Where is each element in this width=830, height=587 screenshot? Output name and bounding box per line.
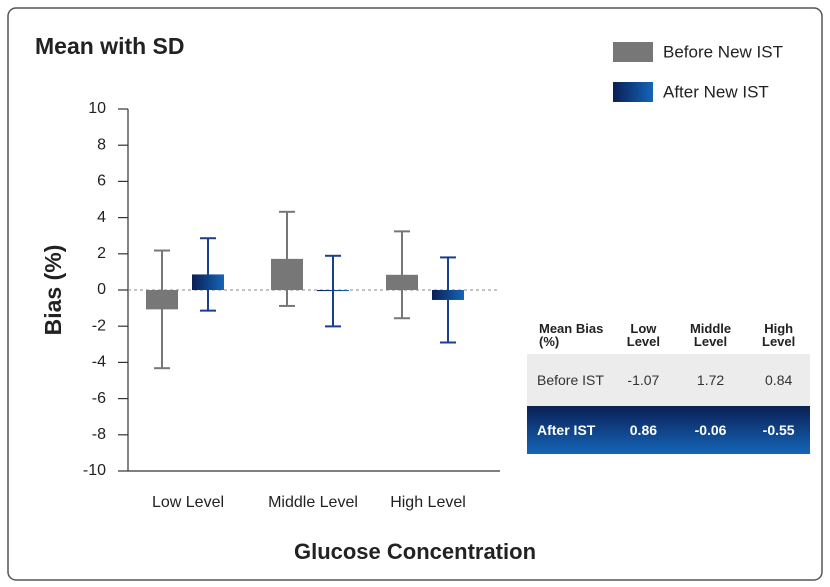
y-tick-label: 10 [88,100,106,117]
y-tick-label: 0 [97,281,106,298]
y-tick-label: -10 [83,462,106,479]
row-label: After IST [527,406,613,454]
cell: -0.55 [747,406,810,454]
table-header-cell: Middle Level [689,321,732,349]
y-tick-label: 4 [97,209,106,226]
y-tick-label: -8 [92,426,106,443]
y-axis-title: Bias (%) [40,245,66,336]
x-tick-label: Middle Level [268,494,358,511]
cell: 0.84 [747,354,810,406]
legend-label: Before New IST [663,42,783,61]
cell: 0.86 [613,406,674,454]
legend-swatch [613,82,653,102]
y-tick-label: 8 [97,136,106,153]
bar [317,290,349,292]
y-tick-label: 6 [97,173,106,190]
table-row: After IST 0.86 -0.06 -0.55 [527,406,810,454]
row-label: Before IST [527,354,613,406]
y-tick-label: -4 [92,354,106,371]
bar [432,290,464,300]
table-header-cell: Mean Bias (%) [539,321,604,349]
summary-table: Mean Bias (%) Low Level Middle Level Hig… [527,322,810,454]
table-row: Before IST -1.07 1.72 0.84 [527,354,810,406]
bar [192,274,224,290]
x-tick-label: Low Level [152,494,224,511]
bar [271,258,303,290]
y-tick-label: -2 [92,317,106,334]
bar [146,290,178,310]
legend-swatch [613,42,653,62]
x-tick-label: High Level [390,494,466,511]
cell: -0.06 [673,406,748,454]
cell: 1.72 [673,354,748,406]
x-axis-title: Glucose Concentration [294,539,536,564]
table-header-cell: High Level [762,321,796,349]
y-tick-label: 2 [97,245,106,262]
legend-label: After New IST [663,82,769,101]
bar [386,274,418,290]
table-header-cell: Low Level [626,321,661,349]
y-tick-label: -6 [92,390,106,407]
table-header: Mean Bias (%) Low Level Middle Level Hig… [527,322,810,354]
cell: -1.07 [613,354,674,406]
chart-title: Mean with SD [35,33,185,59]
